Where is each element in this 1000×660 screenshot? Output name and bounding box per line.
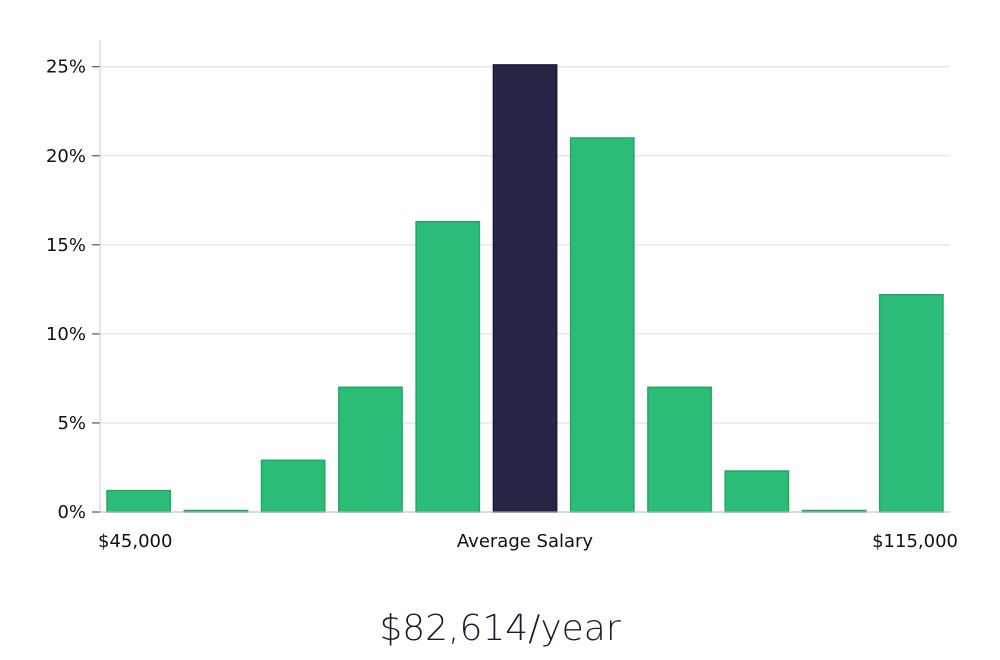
chart-svg: 0% 5% 10% 15% 20% 25% $45,000 Average Salary $1…	[46, 40, 958, 552]
x-label-max: $115,000	[872, 531, 958, 552]
bar-6	[569, 137, 635, 513]
bar-highlight	[492, 64, 558, 513]
x-axis: $45,000 Average Salary $115,000	[98, 511, 958, 552]
bar-7	[647, 386, 712, 513]
x-label-center: Average Salary	[457, 531, 594, 552]
bars	[106, 64, 944, 513]
bar-10	[878, 293, 944, 513]
average-salary-value: $82,614/year	[379, 608, 621, 649]
bar-8	[724, 470, 790, 513]
bar-4	[415, 220, 481, 513]
x-label-min: $45,000	[98, 531, 172, 552]
y-tick-label-2: 10%	[46, 324, 86, 345]
y-tick-label-4: 20%	[46, 146, 86, 167]
y-tick-label-3: 15%	[46, 235, 86, 256]
y-tick-label-5: 25%	[46, 57, 86, 78]
y-tick-label-0: 0%	[57, 502, 86, 523]
salary-distribution-chart: 0% 5% 10% 15% 20% 25% $45,000 Average Salary $1…	[46, 40, 958, 552]
y-tick-label-1: 5%	[57, 413, 86, 434]
y-axis: 0% 5% 10% 15% 20% 25%	[46, 40, 101, 523]
bar-0	[106, 489, 172, 513]
bar-3	[338, 386, 403, 513]
bar-2	[260, 459, 326, 513]
